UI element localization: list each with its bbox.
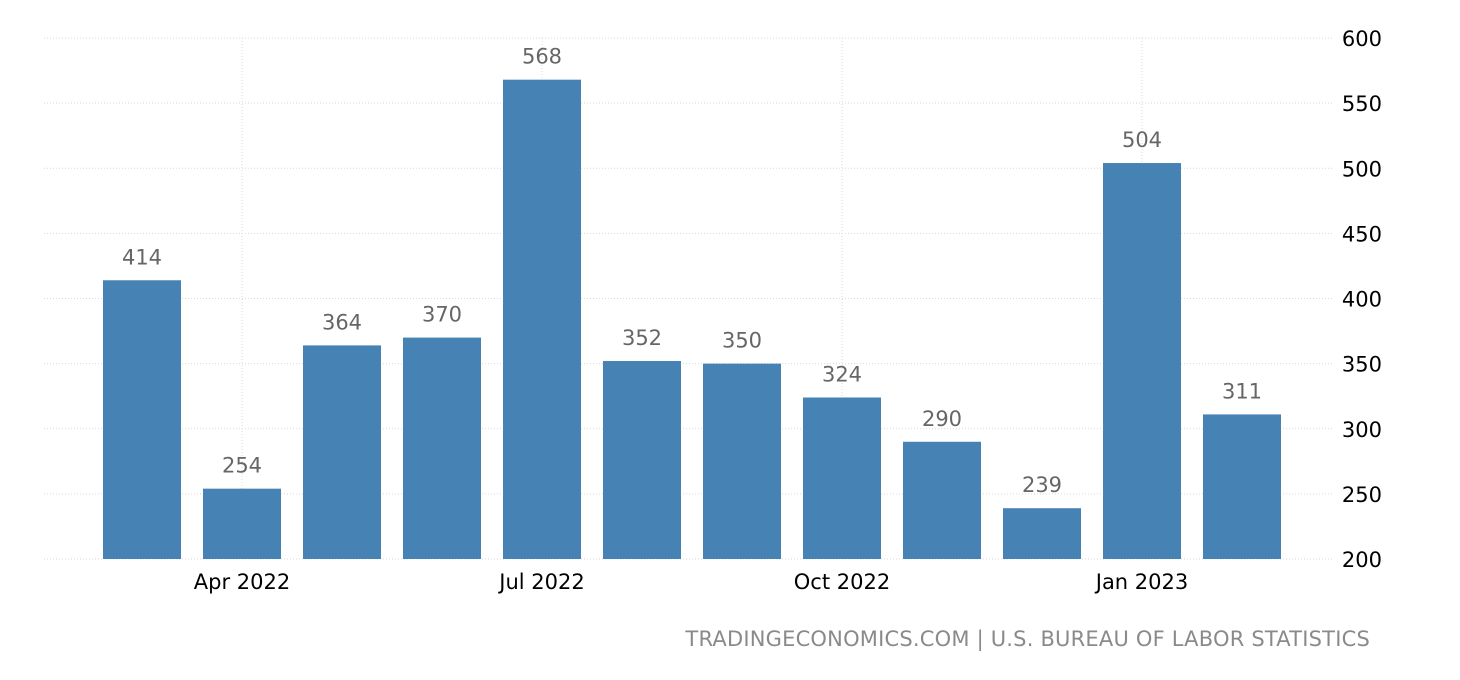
data-label-2023-01: 504 bbox=[1122, 128, 1162, 152]
data-label-2022-08: 352 bbox=[622, 326, 662, 350]
y-tick-label-300: 300 bbox=[1342, 418, 1382, 442]
bar-2022-10 bbox=[803, 397, 881, 559]
y-tick-label-450: 450 bbox=[1342, 222, 1382, 246]
bar-2022-05 bbox=[303, 345, 381, 559]
bar-2022-04 bbox=[203, 488, 281, 559]
bar-2022-03 bbox=[103, 280, 181, 559]
x-tick-label-2022-07: Jul 2022 bbox=[497, 570, 584, 594]
x-axis: Apr 2022 Jul 2022 Oct 2022 Jan 2023 bbox=[194, 570, 1188, 594]
source-credit: TRADINGECONOMICS.COM | U.S. BUREAU OF LA… bbox=[685, 627, 1370, 651]
data-label-2022-07: 568 bbox=[522, 45, 562, 69]
y-tick-label-550: 550 bbox=[1342, 92, 1382, 116]
y-tick-label-250: 250 bbox=[1342, 483, 1382, 507]
bar-2022-11 bbox=[903, 441, 981, 559]
y-tick-label-350: 350 bbox=[1342, 353, 1382, 377]
bar-2022-07 bbox=[503, 79, 581, 560]
y-tick-label-200: 200 bbox=[1342, 548, 1382, 572]
data-label-2022-05: 364 bbox=[322, 310, 362, 334]
y-tick-label-400: 400 bbox=[1342, 288, 1382, 312]
bar-2022-06 bbox=[403, 337, 481, 559]
data-label-2022-03: 414 bbox=[122, 245, 162, 269]
y-tick-label-500: 500 bbox=[1342, 157, 1382, 181]
bar-2023-02 bbox=[1203, 414, 1281, 559]
data-label-2022-12: 239 bbox=[1022, 473, 1062, 497]
x-tick-label-2022-04: Apr 2022 bbox=[194, 570, 290, 594]
data-label-2022-04: 254 bbox=[222, 454, 262, 478]
bar-2022-12 bbox=[1003, 508, 1081, 559]
bar-2023-01 bbox=[1103, 163, 1181, 560]
data-label-2023-02: 311 bbox=[1222, 379, 1262, 403]
data-label-2022-10: 324 bbox=[822, 362, 862, 386]
bar-2022-08 bbox=[603, 361, 681, 559]
x-tick-label-2022-10: Oct 2022 bbox=[794, 570, 890, 594]
bar-2022-09 bbox=[703, 363, 781, 559]
y-tick-label-600: 600 bbox=[1342, 27, 1382, 51]
data-label-2022-09: 350 bbox=[722, 329, 762, 353]
data-labels-group: 414 254 364 370 568 352 350 324 290 239 504 311 bbox=[122, 45, 1262, 498]
bars-group bbox=[103, 79, 1281, 560]
y-axis: 200 250 300 350 400 450 500 550 600 bbox=[1342, 27, 1382, 572]
x-tick-label-2023-01: Jan 2023 bbox=[1094, 570, 1189, 594]
data-label-2022-11: 290 bbox=[922, 407, 962, 431]
data-label-2022-06: 370 bbox=[422, 303, 462, 327]
